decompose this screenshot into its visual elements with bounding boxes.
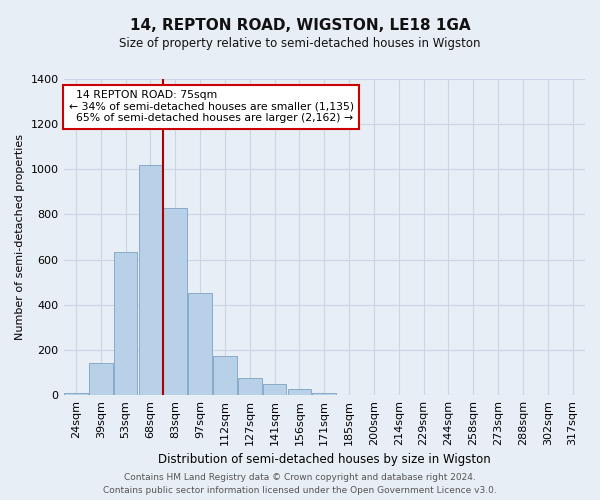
Bar (64, 393, 88, 395)
Text: Contains HM Land Registry data © Crown copyright and database right 2024.
Contai: Contains HM Land Registry data © Crown c… (103, 474, 497, 495)
Bar (313, 393, 336, 395)
Bar (163, 208, 187, 395)
Bar (213, 356, 237, 395)
Bar (238, 378, 262, 395)
Text: 14, REPTON ROAD, WIGSTON, LE18 1GA: 14, REPTON ROAD, WIGSTON, LE18 1GA (130, 18, 470, 32)
X-axis label: Distribution of semi-detached houses by size in Wigston: Distribution of semi-detached houses by … (158, 454, 491, 466)
Bar (263, 384, 286, 395)
Bar (188, 294, 212, 395)
Bar (89, 364, 113, 395)
Bar (287, 390, 311, 395)
Bar (139, 165, 162, 395)
Text: 14 REPTON ROAD: 75sqm  
← 34% of semi-detached houses are smaller (1,135)
  65% : 14 REPTON ROAD: 75sqm ← 34% of semi-deta… (69, 90, 354, 124)
Text: Size of property relative to semi-detached houses in Wigston: Size of property relative to semi-detach… (119, 38, 481, 51)
Y-axis label: Number of semi-detached properties: Number of semi-detached properties (15, 134, 25, 340)
Bar (114, 252, 137, 395)
